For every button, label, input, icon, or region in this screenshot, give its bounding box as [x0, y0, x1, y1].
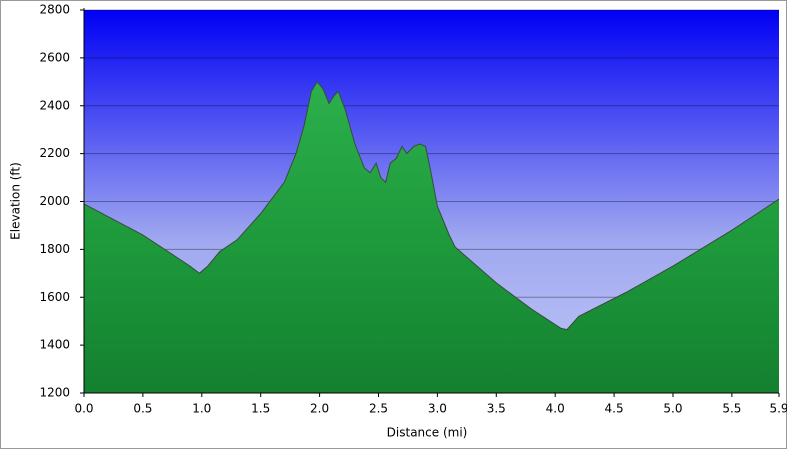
y-tick-label: 1800 — [39, 242, 70, 256]
y-tick-label: 1400 — [39, 338, 70, 352]
y-tick-label: 2800 — [39, 3, 70, 17]
y-tick-label: 2200 — [39, 146, 70, 160]
x-tick-label: 5.0 — [663, 402, 682, 416]
y-tick-label: 2600 — [39, 50, 70, 64]
x-tick-label: 2.0 — [310, 402, 329, 416]
x-tick-label: 5.5 — [722, 402, 741, 416]
y-tick-label: 1600 — [39, 290, 70, 304]
y-tick-label: 1200 — [39, 386, 70, 400]
x-tick-label: 1.0 — [192, 402, 211, 416]
x-tick-label: 0.0 — [74, 402, 93, 416]
y-axis-label: Elevation (ft) — [9, 162, 23, 240]
area-outline — [83, 80, 780, 331]
x-tick-label: 4.0 — [546, 402, 565, 416]
x-tick-label: 3.0 — [428, 402, 447, 416]
y-tick-label: 2400 — [39, 98, 70, 112]
x-tick-label: 4.5 — [605, 402, 624, 416]
x-tick-label: 3.5 — [487, 402, 506, 416]
area — [84, 81, 779, 394]
x-tick-label: 2.5 — [369, 402, 388, 416]
x-tick-label: 0.5 — [133, 402, 152, 416]
x-axis-label: Distance (mi) — [387, 426, 468, 440]
y-tick-label: 2000 — [39, 194, 70, 208]
x-tick-label: 5.9 — [769, 402, 787, 416]
x-tick-label: 1.5 — [251, 402, 270, 416]
